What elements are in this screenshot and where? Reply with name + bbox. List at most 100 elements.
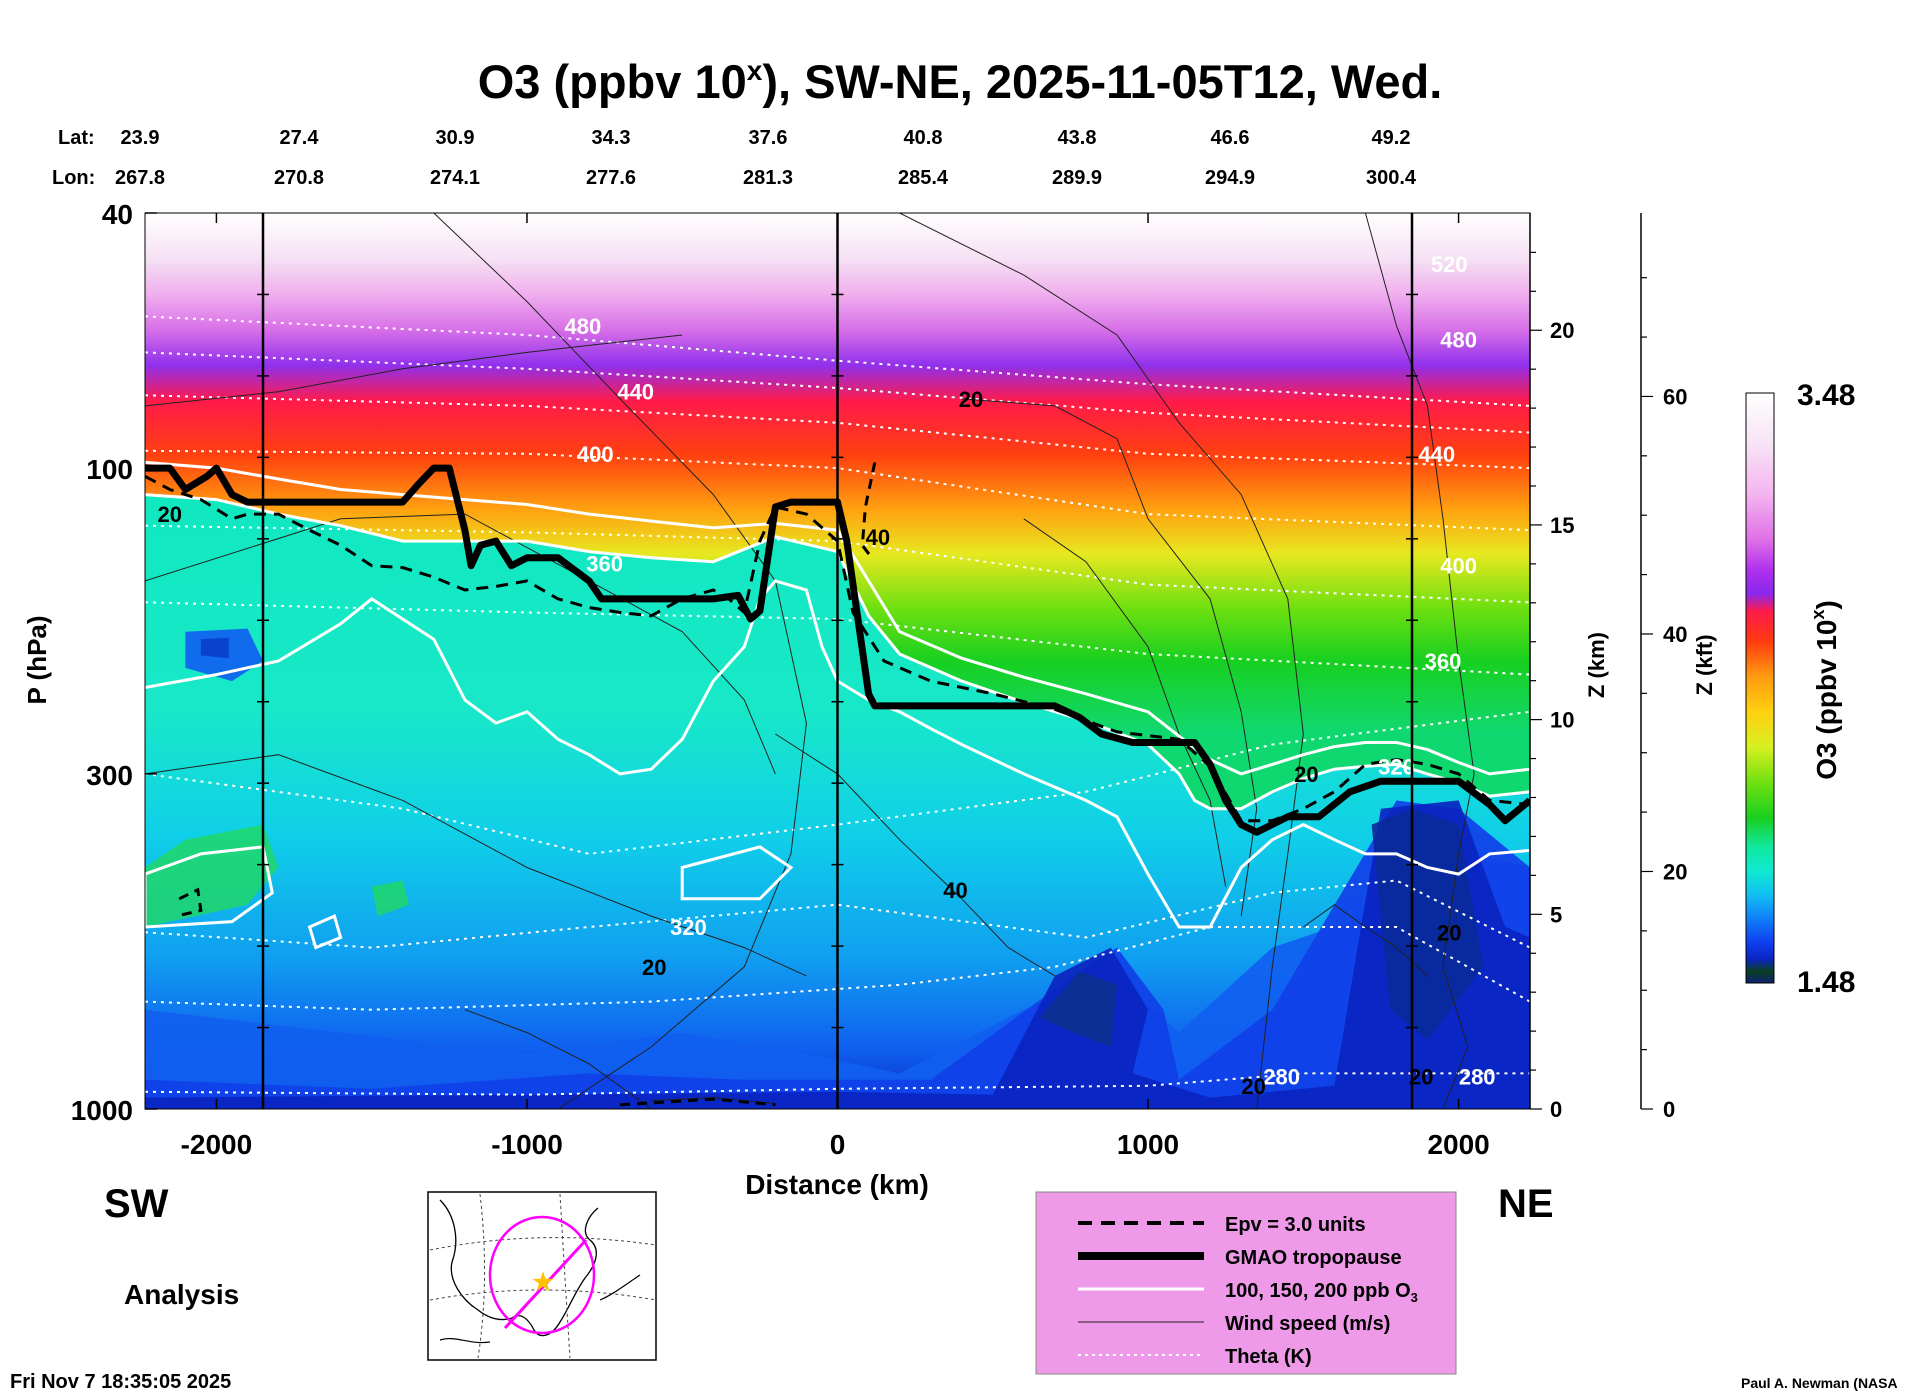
z-kft-label: Z (kft) <box>1692 634 1717 695</box>
theta-contour-label: 320 <box>670 915 707 940</box>
wind-speed-contour <box>1303 904 1428 977</box>
ozone-pocket <box>371 880 409 917</box>
wind-speed-contour <box>145 754 807 977</box>
ozone-low-blob <box>1039 971 1117 1047</box>
wind-contour-label: 20 <box>642 955 666 980</box>
latlon-row: 23.9 27.4 30.9 34.3 37.6 40.8 43.8 46.6 49.2 267.… <box>115 127 1417 189</box>
analysis-label: Analysis <box>124 1279 239 1310</box>
theta-contour-label: 440 <box>1418 442 1455 467</box>
chart-title: O3 (ppbv 10x), SW-NE, 2025-11-05T12, Wed… <box>478 55 1443 108</box>
lon-value: 294.9 <box>1205 167 1255 189</box>
wind-contour-label: 40 <box>866 525 890 550</box>
lon-value: 281.3 <box>743 167 793 189</box>
theta-contour <box>145 710 1530 855</box>
credit: Paul A. Newman (NASA <box>1741 1375 1898 1391</box>
z-kft-tick-label: 60 <box>1663 384 1687 409</box>
theta-contour-label: 400 <box>1440 554 1477 579</box>
contour-lines <box>145 213 1530 1109</box>
tropopause-line <box>145 464 1530 836</box>
theta-contour-label: 480 <box>565 314 602 339</box>
theta-contour <box>145 879 1530 949</box>
z-kft-tick-label: 40 <box>1663 622 1687 647</box>
x-axis-label: Distance (km) <box>745 1169 929 1200</box>
epv-contour-fragment <box>175 887 203 918</box>
legend-label: Epv = 3.0 units <box>1225 1214 1366 1236</box>
z-km-tick-label: 15 <box>1550 513 1574 538</box>
lon-value: 300.4 <box>1366 167 1417 189</box>
wind-speed-contour <box>464 1009 652 1109</box>
timestamp: Fri Nov 7 18:35:05 2025 <box>10 1371 231 1393</box>
lon-value: 274.1 <box>430 167 480 189</box>
cross-section-location-map: ★ <box>427 1191 657 1361</box>
map-range-circle <box>488 1215 596 1335</box>
lat-value: 46.6 <box>1211 127 1250 149</box>
lat-value: 37.6 <box>749 127 788 149</box>
x-tick-label: -1000 <box>491 1129 563 1160</box>
wind-speed-contour <box>145 334 683 407</box>
z-km-tick-label: 10 <box>1550 708 1574 733</box>
epv-contour-fragment <box>620 1097 776 1107</box>
ozone-ppb-contour-loop <box>145 845 274 929</box>
theta-contour-label: 400 <box>577 442 614 467</box>
lon-value: 267.8 <box>115 167 165 189</box>
wind-contour-label: 20 <box>1437 920 1461 945</box>
y-axis-label: P (hPa) <box>22 615 52 704</box>
axes: -2000 -1000 0 1000 2000 40 100 300 1000 0 5 10 15 20 0… <box>71 199 1688 1160</box>
map-coastline-2 <box>439 1274 641 1344</box>
x-tick-label: 2000 <box>1427 1129 1489 1160</box>
colorbar-max-label: 3.48 <box>1797 379 1855 412</box>
wind-speed-contour <box>775 733 1056 977</box>
z-km-label: Z (km) <box>1584 632 1609 698</box>
wind-contour-label: 40 <box>943 878 967 903</box>
colorbar-min-label: 1.48 <box>1797 966 1855 999</box>
theta-contour-label: 360 <box>586 552 623 577</box>
theta-contour-label: 520 <box>1431 252 1468 277</box>
x-tick-label: 1000 <box>1117 1129 1179 1160</box>
legend: Epv = 3.0 units GMAO tropopause 100, 150, … <box>1035 1191 1457 1375</box>
ne-label: NE <box>1498 1182 1554 1226</box>
x-tick-label: 0 <box>830 1129 846 1160</box>
z-kft-tick-label: 20 <box>1663 860 1687 885</box>
theta-contour-label: 440 <box>617 380 654 405</box>
z-km-tick-label: 5 <box>1550 902 1562 927</box>
epv-contour <box>145 474 1530 823</box>
wind-contour-label: 20 <box>1294 762 1318 787</box>
lon-value: 270.8 <box>274 167 324 189</box>
wind-contour-label: 20 <box>1241 1074 1265 1099</box>
theta-contour-label: 280 <box>1263 1065 1300 1090</box>
lat-value: 40.8 <box>904 127 943 149</box>
epv-contour-fragment <box>860 462 877 559</box>
wind-speed-contour <box>433 213 807 1109</box>
lat-value: 34.3 <box>592 127 631 149</box>
lon-value: 277.6 <box>586 167 636 189</box>
theta-contour-label: 280 <box>1459 1065 1496 1090</box>
colorbar: 3.48 1.48 O3 (ppbv 10x) <box>1745 379 1855 999</box>
y-tick-label: 300 <box>86 760 133 791</box>
lat-label: Lat: <box>58 127 95 149</box>
y-tick-label: 40 <box>102 199 133 230</box>
map-center-star-icon: ★ <box>532 1269 554 1296</box>
z-km-tick-label: 20 <box>1550 318 1574 343</box>
ozone-low-blob <box>200 637 229 659</box>
theta-contour <box>145 926 1530 1011</box>
sw-label: SW <box>104 1182 169 1226</box>
legend-label: 100, 150, 200 ppb O3 <box>1225 1280 1418 1305</box>
lat-value: 49.2 <box>1372 127 1411 149</box>
legend-label: Wind speed (m/s) <box>1225 1313 1390 1335</box>
wind-contour-label: 20 <box>959 387 983 412</box>
z-km-tick-label: 0 <box>1550 1097 1562 1122</box>
y-tick-label: 100 <box>86 454 133 485</box>
wind-speed-contour <box>1023 518 1227 887</box>
theta-contour-label: 480 <box>1440 327 1477 352</box>
lat-value: 27.4 <box>280 127 320 149</box>
theta-contour-label: 320 <box>1378 754 1415 779</box>
ozone-ppb-contour-loop <box>680 845 794 901</box>
legend-label: GMAO tropopause <box>1225 1247 1402 1269</box>
latlon-marker-lines <box>257 213 1418 1109</box>
lon-value: 289.9 <box>1052 167 1102 189</box>
legend-label: Theta (K) <box>1225 1346 1312 1368</box>
